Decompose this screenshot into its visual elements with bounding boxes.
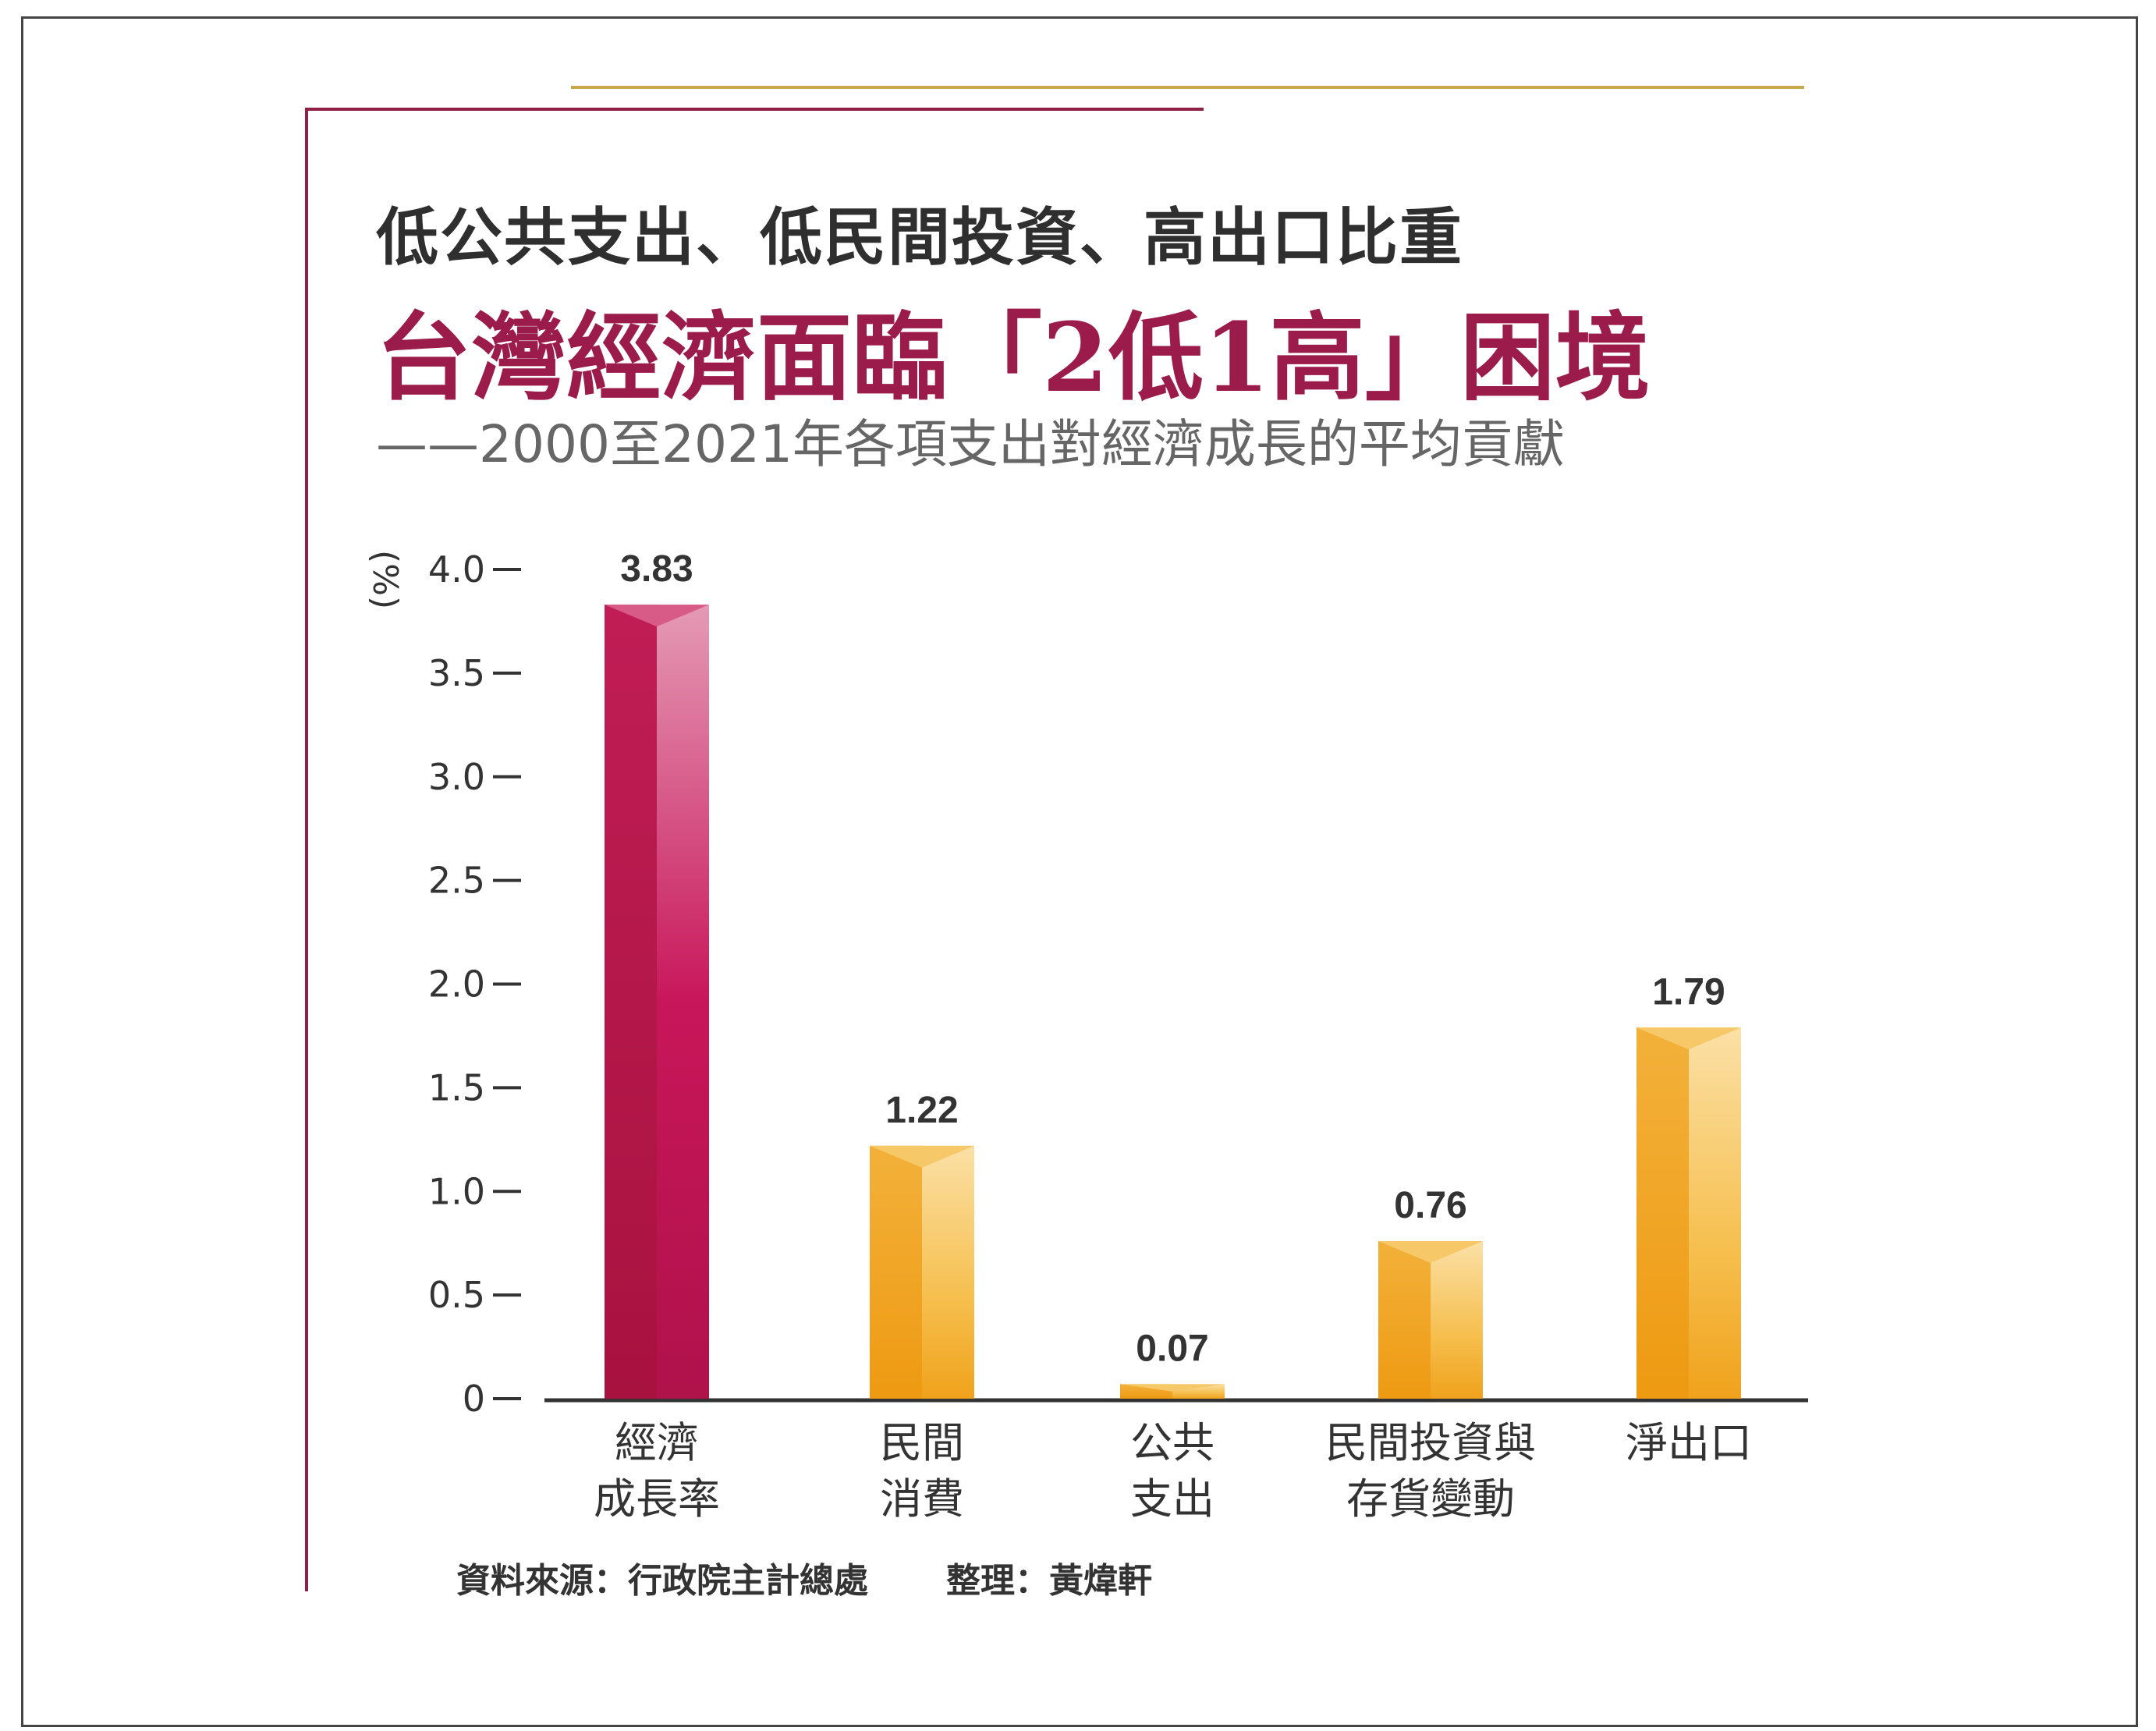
y-tick-label: 2.0 [428,963,485,1006]
y-tick-label: 3.5 [428,652,485,694]
y-axis-unit: (%) [365,550,405,610]
bar-left-face [605,605,657,1399]
bar [1637,1027,1741,1399]
bar-value-label: 3.83 [620,548,693,590]
decorative-gold-line [571,86,1804,89]
decorative-red-line-top [307,108,1204,111]
chart-kicker: 低公共支出、低民間投資、高出口比重 [376,200,1463,274]
bar-left-face [870,1145,922,1399]
bar-right-face [657,605,709,1399]
y-tick-label: 1.0 [428,1170,485,1212]
bar-value-label: 0.07 [1136,1328,1208,1369]
y-tick-label: 3.0 [428,756,485,798]
bar [1120,1384,1225,1399]
x-category-label: 存貨變動 [1346,1474,1515,1523]
bar-right-face [1689,1027,1741,1399]
x-category-label: 支出 [1130,1474,1215,1523]
y-tick-label: 1.5 [428,1066,485,1108]
y-tick-label: 4.0 [428,548,485,591]
decorative-red-line-left [305,108,308,1591]
bar-right-face [922,1145,974,1399]
source-note: 資料來源：行政院主計總處 [456,1561,868,1601]
chart-footer: 資料來源：行政院主計總處 整理：黃煒軒 [456,1552,1230,1602]
bar [605,605,709,1399]
bar-value-label: 1.22 [885,1090,958,1131]
x-category-label: 成長率 [594,1474,720,1523]
bar-top-bevel [605,605,709,627]
bar [1378,1241,1483,1399]
bar-value-label: 1.79 [1652,971,1725,1013]
bar-left-face [1378,1241,1431,1399]
bar-top-bevel [1120,1384,1225,1392]
x-category-label: 民間投資與 [1325,1418,1536,1467]
bar-top-bevel [1378,1241,1483,1264]
chart-title: 台灣經濟面臨「2低1高」困境 [376,301,1651,413]
x-category-label: 淨出口 [1626,1418,1752,1467]
x-category-label: 民間 [880,1418,964,1467]
x-category-label: 經濟 [615,1418,699,1467]
bar-top-bevel [1637,1027,1741,1050]
bar-left-face [1637,1027,1689,1399]
chart-frame [21,16,2138,1727]
y-tick-label: 2.5 [428,860,485,902]
y-tick-label: 0.5 [428,1274,485,1316]
bar-right-face [1431,1241,1483,1399]
bar-top-bevel [870,1145,974,1168]
x-category-label: 公共 [1130,1418,1215,1467]
bar-value-label: 0.76 [1394,1185,1466,1226]
y-tick-label: 0 [463,1378,485,1420]
bar [870,1145,974,1399]
compiled-by-note: 整理：黃煒軒 [946,1561,1152,1601]
chart-subtitle: ——2000至2021年各項支出對經濟成長的平均貢獻 [376,414,1565,474]
x-category-label: 消費 [880,1474,964,1523]
